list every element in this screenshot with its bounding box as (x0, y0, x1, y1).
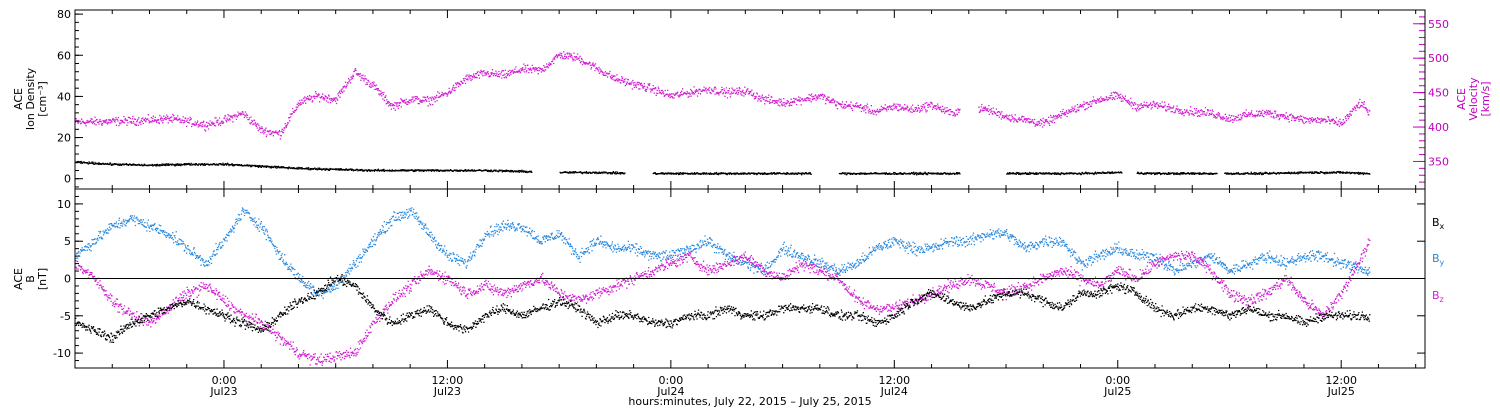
x-tick-time-label: 0:00 (1105, 374, 1130, 387)
top-right-tick-label: 400 (1428, 121, 1449, 134)
legend-bx: Bx (1432, 216, 1445, 231)
x-tick-date-label: Jul24 (656, 385, 684, 398)
bottom-tick-label: 10 (57, 198, 71, 211)
plot-axes: 020406080350400450500550-10-505100:00Jul… (53, 8, 1449, 398)
top-left-ylabel-line3: [cm⁻³] (36, 81, 49, 117)
velocity-scatter (75, 51, 1371, 140)
x-tick-date-label: Jul23 (209, 385, 237, 398)
x-tick-date-label: Jul25 (1327, 385, 1355, 398)
legend-by: By (1432, 252, 1445, 267)
top-left-tick-label: 40 (57, 90, 71, 103)
bottom-ylabel-line3: [nT] (36, 268, 49, 290)
top-left-tick-label: 60 (57, 49, 71, 62)
top-left-tick-label: 20 (57, 132, 71, 145)
top-left-tick-label: 0 (64, 173, 71, 186)
bottom-ylabel-line1: ACE (12, 268, 25, 290)
x-tick-time-label: 12:00 (878, 374, 910, 387)
legend-bz: Bz (1432, 289, 1444, 304)
top-right-tick-label: 350 (1428, 155, 1449, 168)
bottom-tick-label: 0 (64, 273, 71, 286)
x-tick-date-label: Jul23 (433, 385, 461, 398)
x-axis-title: hours:minutes, July 22, 2015 – July 25, … (628, 395, 871, 408)
top-right-tick-label: 450 (1428, 87, 1449, 100)
top-left-tick-label: 80 (57, 8, 71, 21)
x-tick-time-label: 0:00 (659, 374, 684, 387)
x-tick-date-label: Jul25 (1103, 385, 1131, 398)
top-right-ylabel-line2: Velocity (1467, 77, 1480, 121)
top-right-tick-label: 550 (1428, 18, 1449, 31)
bz-scatter (75, 238, 1371, 366)
top-left-ylabel-line2: Ion Density (24, 67, 37, 130)
bx-scatter (75, 273, 1371, 344)
x-tick-date-label: Jul24 (880, 385, 908, 398)
top-right-tick-label: 500 (1428, 52, 1449, 65)
x-tick-time-label: 12:00 (1325, 374, 1357, 387)
bottom-tick-label: -10 (53, 347, 71, 360)
top-left-ylabel-line1: ACE (12, 88, 25, 110)
bottom-tick-label: 5 (64, 235, 71, 248)
top-right-ylabel-line1: ACE (1455, 88, 1468, 110)
top-panel-frame (74, 9, 1426, 190)
x-tick-time-label: 0:00 (212, 374, 237, 387)
magnetic-field-panel-data (75, 207, 1371, 366)
bottom-panel-frame (74, 188, 1426, 369)
bottom-ylabel-line2: B (24, 275, 37, 283)
density-scatter (75, 160, 1371, 176)
x-tick-time-label: 12:00 (432, 374, 464, 387)
top-right-ylabel-line3: [km/s] (1479, 81, 1492, 116)
bottom-tick-label: -5 (60, 310, 71, 323)
density-velocity-panel-data (75, 51, 1371, 176)
